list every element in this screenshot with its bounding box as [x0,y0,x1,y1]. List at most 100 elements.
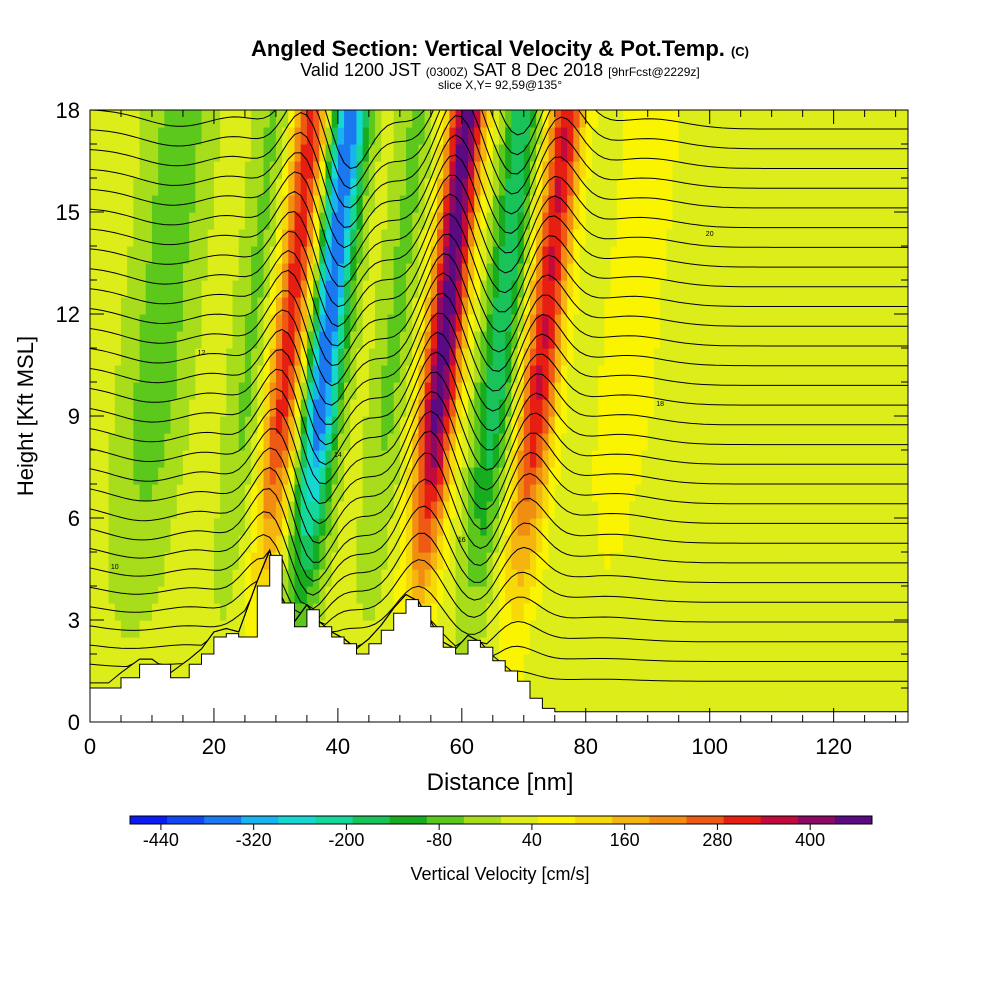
velocity-cell [790,314,798,332]
velocity-cell [499,552,506,570]
velocity-cell [573,688,581,706]
colorbar-segment [797,816,836,824]
velocity-cell [300,518,308,536]
velocity-cell [852,535,860,553]
velocity-cell [306,365,314,383]
velocity-cell [839,144,847,162]
velocity-cell [771,654,779,672]
velocity-cell [610,365,618,383]
velocity-cell [722,229,729,247]
velocity-cell [759,603,767,621]
velocity-cell [622,433,630,451]
velocity-cell [542,399,550,417]
velocity-cell [610,229,618,247]
colorbar-segment [463,816,502,824]
velocity-cell [666,280,674,298]
velocity-cell [579,416,587,434]
velocity-cell [505,178,512,196]
velocity-cell [864,331,872,349]
velocity-cell [319,212,327,230]
velocity-cell [827,280,835,298]
velocity-cell [523,552,531,570]
velocity-cell [195,620,203,638]
velocity-cell [846,178,853,196]
velocity-cell [511,178,519,196]
velocity-cell [102,144,110,162]
velocity-cell [722,484,729,502]
velocity-cell [120,552,128,570]
velocity-cell [145,127,153,145]
velocity-cell [901,229,908,247]
velocity-cell [201,246,209,264]
velocity-cell [660,110,667,128]
velocity-cell [356,450,364,468]
velocity-cell [653,688,661,706]
velocity-cell [480,365,488,383]
velocity-cell [120,297,128,315]
velocity-cell [858,620,866,638]
velocity-cell [375,280,382,298]
velocity-cell [189,586,196,604]
isentrope-line [90,410,908,544]
velocity-cell [294,178,302,196]
velocity-cell [536,212,543,230]
velocity-cell [449,484,457,502]
velocity-cell [499,399,506,417]
velocity-cell [251,365,258,383]
velocity-cell [275,144,283,162]
velocity-cell [424,450,432,468]
velocity-cell [833,535,841,553]
velocity-cell [474,161,482,179]
velocity-cell [189,501,196,519]
velocity-cell [220,433,227,451]
velocity-cell [827,195,835,213]
velocity-cell [474,229,482,247]
velocity-cell [536,637,543,655]
velocity-cell [474,399,482,417]
velocity-cell [90,246,97,264]
velocity-cell [901,654,908,672]
velocity-cell [313,110,320,128]
velocity-cell [684,569,692,587]
velocity-cell [108,535,116,553]
velocity-cell [784,671,791,689]
velocity-cell [647,399,655,417]
velocity-cell [529,365,537,383]
velocity-cell [350,433,358,451]
velocity-cell [548,620,556,638]
velocity-cell [796,450,804,468]
velocity-cell [139,246,147,264]
velocity-cell [164,433,172,451]
velocity-cell [622,603,630,621]
velocity-cell [294,433,302,451]
velocity-cell [864,484,872,502]
velocity-cell [300,450,308,468]
velocity-cell [777,535,785,553]
velocity-cell [443,178,451,196]
velocity-cell [895,467,903,485]
velocity-cell [455,450,463,468]
velocity-cell [635,501,643,519]
velocity-cell [492,501,500,519]
velocity-cell [784,433,791,451]
velocity-cell [356,535,364,553]
velocity-cell [344,348,351,366]
velocity-cell [802,637,810,655]
velocity-cell [629,467,636,485]
velocity-cell [833,297,841,315]
velocity-cell [808,433,816,451]
velocity-cell [201,348,209,366]
velocity-cell [821,382,829,400]
velocity-cell [777,569,785,587]
velocity-cell [759,365,767,383]
velocity-cell [821,450,829,468]
velocity-cell [350,314,358,332]
velocity-cell [393,518,401,536]
velocity-cell [790,671,798,689]
velocity-cell [548,178,556,196]
velocity-cell [492,535,500,553]
velocity-cell [591,110,599,128]
velocity-cell [641,535,649,553]
velocity-cell [610,195,618,213]
velocity-cell [554,263,562,281]
